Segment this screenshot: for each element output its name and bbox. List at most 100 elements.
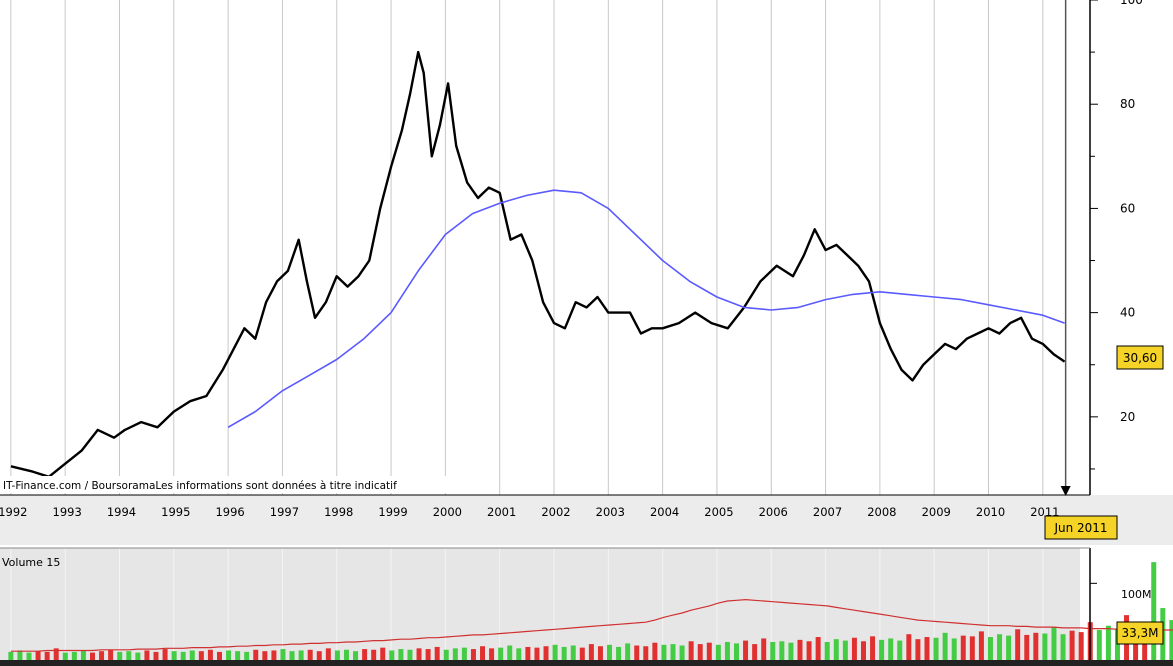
volume-bar (171, 651, 177, 660)
volume-bar (752, 644, 758, 660)
volume-bar (207, 649, 213, 660)
volume-bar (461, 647, 467, 660)
volume-bar (235, 651, 241, 660)
volume-bar (570, 645, 576, 660)
x-tick-label: 1993 (53, 505, 82, 519)
x-axis-band (0, 495, 1173, 545)
volume-bar (189, 650, 195, 660)
volume-bar (906, 634, 912, 660)
price-y-tick-label: 80 (1120, 97, 1135, 111)
volume-bar (35, 651, 41, 660)
volume-bar (380, 647, 386, 660)
x-tick-label: 2005 (704, 505, 733, 519)
volume-bar (53, 648, 59, 660)
volume-bar (897, 640, 903, 660)
volume-bar (135, 652, 141, 660)
volume-bar (1096, 629, 1102, 660)
volume-bar (1033, 632, 1039, 660)
volume-bar (824, 641, 830, 660)
volume-bar (770, 641, 776, 660)
volume-bar (833, 639, 839, 660)
volume-bar (634, 645, 640, 660)
volume-bar (951, 638, 957, 660)
volume-bar (842, 640, 848, 660)
volume-bar (1069, 630, 1075, 660)
volume-bar (244, 651, 250, 660)
volume-bar (942, 632, 948, 660)
volume-bar (734, 643, 739, 660)
volume-bar (616, 646, 622, 660)
volume-bar (588, 644, 594, 660)
volume-bar (788, 642, 794, 660)
volume-last-value-label: 33,3M (1121, 626, 1158, 640)
volume-bar (879, 639, 885, 660)
axes (0, 0, 1097, 660)
x-tick-label: 1999 (378, 505, 407, 519)
volume-bar (924, 637, 930, 660)
x-tick-label: 1996 (215, 505, 244, 519)
volume-bar (597, 646, 603, 660)
price-y-tick-label: 20 (1120, 410, 1135, 424)
volume-bar (507, 645, 513, 660)
volume-bar (1024, 634, 1030, 660)
volume-panel-title: Volume 15 (2, 556, 60, 569)
volume-bar (960, 635, 966, 660)
price-series-line (10, 50, 1066, 478)
volume-bar (144, 650, 150, 660)
volume-bar (1060, 634, 1066, 660)
volume-bar (216, 651, 222, 660)
volume-bar (815, 637, 821, 660)
volume-bar (162, 649, 168, 660)
volume-bar (579, 647, 585, 660)
x-tick-label: 2007 (813, 505, 842, 519)
x-tick-label: 1994 (107, 505, 136, 519)
volume-bar (724, 641, 730, 660)
volume-bar (743, 640, 749, 660)
volume-bar (806, 641, 812, 660)
price-y-axis-ticks: 20 40 60 80 100 (1090, 0, 1143, 470)
x-tick-label: 2000 (433, 505, 462, 519)
last-value-label: 30,60 (1123, 351, 1157, 365)
volume-bar (534, 647, 540, 660)
x-tick-label: 2010 (976, 505, 1005, 519)
x-tick-label: 2009 (922, 505, 951, 519)
volume-bar (108, 649, 114, 660)
volume-bar (425, 649, 431, 660)
source-text: IT-Finance.com / BoursoramaLes informati… (3, 480, 397, 492)
x-tick-label: 2003 (596, 505, 625, 519)
volume-bar (670, 644, 676, 660)
volume-bar (969, 636, 975, 660)
volume-bar (706, 642, 712, 660)
volume-bar (661, 644, 667, 660)
last-date-box: Jun 2011 (1044, 515, 1118, 540)
volume-bar (434, 646, 440, 660)
volume-bar (407, 649, 413, 660)
x-tick-label: 2006 (759, 505, 788, 519)
volume-bar (371, 649, 377, 660)
x-tick-label: 1995 (161, 505, 190, 519)
price-lines (10, 50, 1066, 478)
x-tick-label: 1992 (0, 505, 28, 519)
volume-bar (343, 649, 349, 660)
last-date-label: Jun 2011 (1053, 521, 1107, 535)
volume-bar (289, 651, 295, 660)
volume-bar (851, 637, 857, 660)
volume-bar (389, 650, 395, 660)
volume-bar (443, 649, 449, 660)
volume-bar (652, 642, 658, 660)
volume-bar (126, 651, 132, 660)
volume-bar (90, 652, 95, 660)
volume-bar (262, 651, 268, 660)
volume-bar (452, 648, 458, 660)
volume-bar (888, 638, 894, 660)
volume-bar (353, 651, 359, 660)
price-y-tick-label: 100 (1120, 0, 1143, 7)
volume-bar (334, 650, 340, 660)
volume-bar (1042, 633, 1048, 660)
volume-bar (933, 637, 939, 660)
volume-bar (298, 650, 304, 660)
volume-y-tick-label: 100M (1121, 588, 1152, 601)
price-grid (10, 0, 1044, 495)
volume-bar (915, 639, 921, 660)
